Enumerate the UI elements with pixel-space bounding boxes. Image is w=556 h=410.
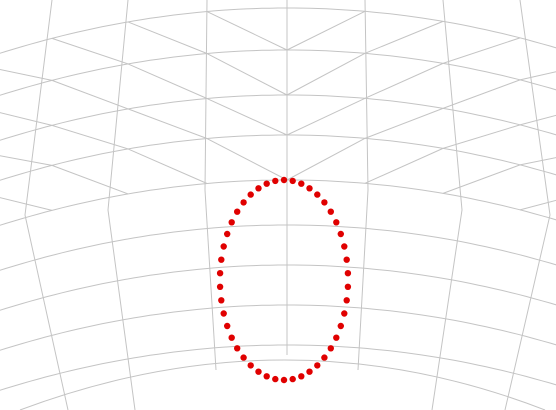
mesh-row bbox=[0, 344, 556, 391]
mesh-diagonal bbox=[364, 107, 444, 139]
mesh-diagonal bbox=[206, 98, 288, 136]
highlight-dot bbox=[298, 373, 305, 380]
highlight-dot bbox=[314, 191, 321, 198]
mesh-diagonal bbox=[364, 20, 444, 54]
mesh-diagonal bbox=[51, 79, 129, 110]
mesh-diagonal bbox=[127, 21, 208, 54]
highlight-dot bbox=[247, 362, 254, 369]
highlight-ellipse bbox=[216, 176, 352, 384]
mesh-column bbox=[504, 0, 551, 410]
highlight-dot bbox=[263, 373, 270, 380]
highlight-dot bbox=[224, 230, 231, 238]
mesh-diagonal bbox=[286, 137, 366, 181]
highlight-dot bbox=[216, 270, 224, 277]
highlight-dot bbox=[272, 177, 279, 185]
mesh-column bbox=[357, 0, 369, 371]
mesh-diagonal bbox=[286, 10, 366, 51]
highlight-dot bbox=[333, 219, 340, 226]
highlight-dot bbox=[216, 283, 224, 290]
mesh-diagonal bbox=[51, 164, 129, 195]
mesh-diagonal bbox=[0, 155, 53, 166]
highlight-dot bbox=[321, 354, 328, 361]
mesh-diagonal bbox=[0, 69, 53, 81]
mesh-row bbox=[0, 7, 556, 54]
highlight-dot bbox=[306, 185, 313, 192]
highlight-dot bbox=[220, 310, 227, 317]
mesh-column bbox=[24, 0, 69, 410]
mesh-diagonal bbox=[51, 124, 129, 150]
mesh-diagonal bbox=[364, 147, 444, 184]
highlight-dot bbox=[272, 375, 279, 383]
highlight-dot bbox=[327, 208, 334, 215]
mesh-diagonal bbox=[442, 79, 521, 109]
mesh-row bbox=[0, 94, 556, 141]
mesh-diagonal bbox=[442, 37, 521, 64]
mesh-diagonal bbox=[206, 53, 288, 96]
mesh-row bbox=[0, 134, 556, 181]
highlight-dot bbox=[280, 176, 288, 184]
mesh-column bbox=[431, 0, 463, 410]
highlight-dot bbox=[280, 376, 288, 384]
mesh-diagonal bbox=[0, 197, 53, 211]
mesh-row bbox=[0, 224, 556, 271]
highlight-dot bbox=[333, 334, 340, 341]
highlight-dot bbox=[255, 185, 262, 192]
mesh-diagonal bbox=[127, 108, 208, 139]
highlight-dot bbox=[228, 219, 235, 226]
highlight-dot bbox=[337, 322, 344, 330]
mesh-diagonal bbox=[286, 52, 366, 96]
mesh-diagonal bbox=[519, 157, 556, 166]
highlight-dot bbox=[341, 310, 348, 317]
highlight-dot bbox=[306, 368, 313, 375]
highlight-dot bbox=[255, 368, 262, 375]
mesh-column bbox=[204, 0, 217, 371]
highlight-dot bbox=[343, 256, 350, 263]
mesh-diagonal bbox=[206, 11, 288, 51]
highlight-dot bbox=[341, 243, 348, 250]
mesh-diagonal bbox=[127, 148, 208, 184]
highlight-dot bbox=[218, 297, 225, 304]
mesh-diagonal bbox=[286, 97, 366, 136]
highlight-dot bbox=[240, 199, 247, 206]
highlight-dot bbox=[240, 354, 247, 361]
highlight-dot bbox=[337, 230, 344, 238]
highlight-dot bbox=[218, 256, 225, 263]
mesh-diagonal bbox=[519, 71, 556, 81]
highlight-dot bbox=[289, 177, 296, 185]
highlight-dot bbox=[314, 362, 321, 369]
mesh-row bbox=[0, 304, 556, 351]
highlight-dot bbox=[263, 180, 270, 187]
highlight-dot bbox=[327, 345, 334, 352]
mesh-diagonal bbox=[127, 63, 208, 99]
highlight-dot bbox=[321, 199, 328, 206]
mesh-diagonal bbox=[519, 199, 556, 211]
mesh-row bbox=[0, 49, 556, 96]
highlight-dot bbox=[344, 283, 352, 290]
mesh-diagonal bbox=[206, 138, 288, 181]
highlight-dot bbox=[234, 208, 241, 215]
mesh-diagonal bbox=[519, 114, 556, 126]
highlight-dot bbox=[224, 322, 231, 330]
mesh-diagonal bbox=[364, 62, 444, 99]
mesh-diagonal bbox=[442, 124, 521, 149]
highlight-dot bbox=[234, 345, 241, 352]
highlight-dot bbox=[344, 270, 352, 277]
mesh-boundary bbox=[19, 359, 546, 410]
highlight-dot bbox=[289, 375, 296, 383]
mesh-diagonal bbox=[442, 164, 521, 194]
highlight-dot bbox=[298, 180, 305, 187]
highlight-dot bbox=[228, 334, 235, 341]
highlight-dot bbox=[220, 243, 227, 250]
mesh-row bbox=[0, 264, 556, 311]
highlight-dot bbox=[247, 191, 254, 198]
mesh-diagonal bbox=[51, 37, 129, 65]
highlight-dot bbox=[343, 297, 350, 304]
mesh-diagonal bbox=[0, 112, 53, 126]
mesh-column bbox=[107, 0, 136, 410]
